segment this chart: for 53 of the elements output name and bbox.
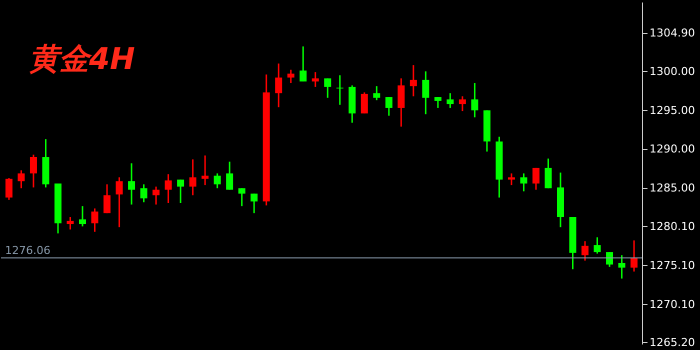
candlestick — [104, 184, 111, 214]
candlestick — [140, 184, 148, 203]
candlestick — [214, 172, 221, 189]
candlestick — [532, 167, 540, 190]
candlestick — [116, 176, 123, 228]
candlestick — [398, 78, 405, 128]
candlestick — [385, 96, 392, 116]
y-tick-label: 1265.20 — [650, 336, 695, 349]
candlestick — [30, 154, 37, 188]
candlestick — [164, 173, 172, 204]
candlestick — [238, 187, 246, 207]
candlestick — [202, 154, 209, 186]
y-tick-label: 1285.00 — [650, 182, 695, 195]
candlestick — [275, 62, 282, 108]
candlestick — [410, 64, 417, 98]
candlestick — [189, 158, 196, 196]
candlestick — [66, 216, 74, 230]
candlestick — [544, 158, 552, 189]
candlestick — [18, 170, 25, 189]
candlestick — [618, 254, 626, 280]
y-tick-label: 1280.10 — [650, 220, 695, 233]
candlestick — [250, 192, 258, 214]
y-tick-label: 1295.00 — [650, 104, 695, 117]
candlestick — [324, 78, 332, 99]
y-tick-label: 1304.90 — [650, 26, 695, 40]
candlestick — [312, 71, 319, 88]
candlestick — [520, 172, 528, 192]
text: 黄金4H — [29, 42, 135, 77]
candlestick — [300, 46, 307, 82]
candlestick — [226, 160, 234, 190]
candlestick — [434, 96, 442, 109]
ref-line-label: 1276.06 — [5, 244, 50, 257]
candlestick — [373, 85, 380, 101]
y-tick-label: 1300.00 — [650, 64, 695, 78]
candlestick — [5, 177, 12, 201]
candlestick — [458, 96, 466, 112]
candlestick — [422, 70, 430, 115]
candlestick — [606, 251, 614, 268]
candlestick — [128, 162, 136, 206]
candlestick — [336, 74, 344, 106]
candlestick — [446, 92, 454, 109]
candlestick — [91, 208, 98, 233]
candlestick — [152, 186, 160, 206]
candlestick — [287, 69, 294, 84]
candlestick — [79, 205, 86, 228]
candlestick — [582, 240, 589, 262]
candlestick — [177, 178, 184, 204]
y-tick-label: 1275.10 — [650, 258, 695, 272]
y-tick-label: 1290.00 — [650, 142, 695, 156]
candlestick — [360, 92, 368, 114]
y-tick-label: 1270.10 — [650, 298, 695, 311]
candlestick — [471, 82, 478, 118]
candlestick — [594, 236, 601, 254]
